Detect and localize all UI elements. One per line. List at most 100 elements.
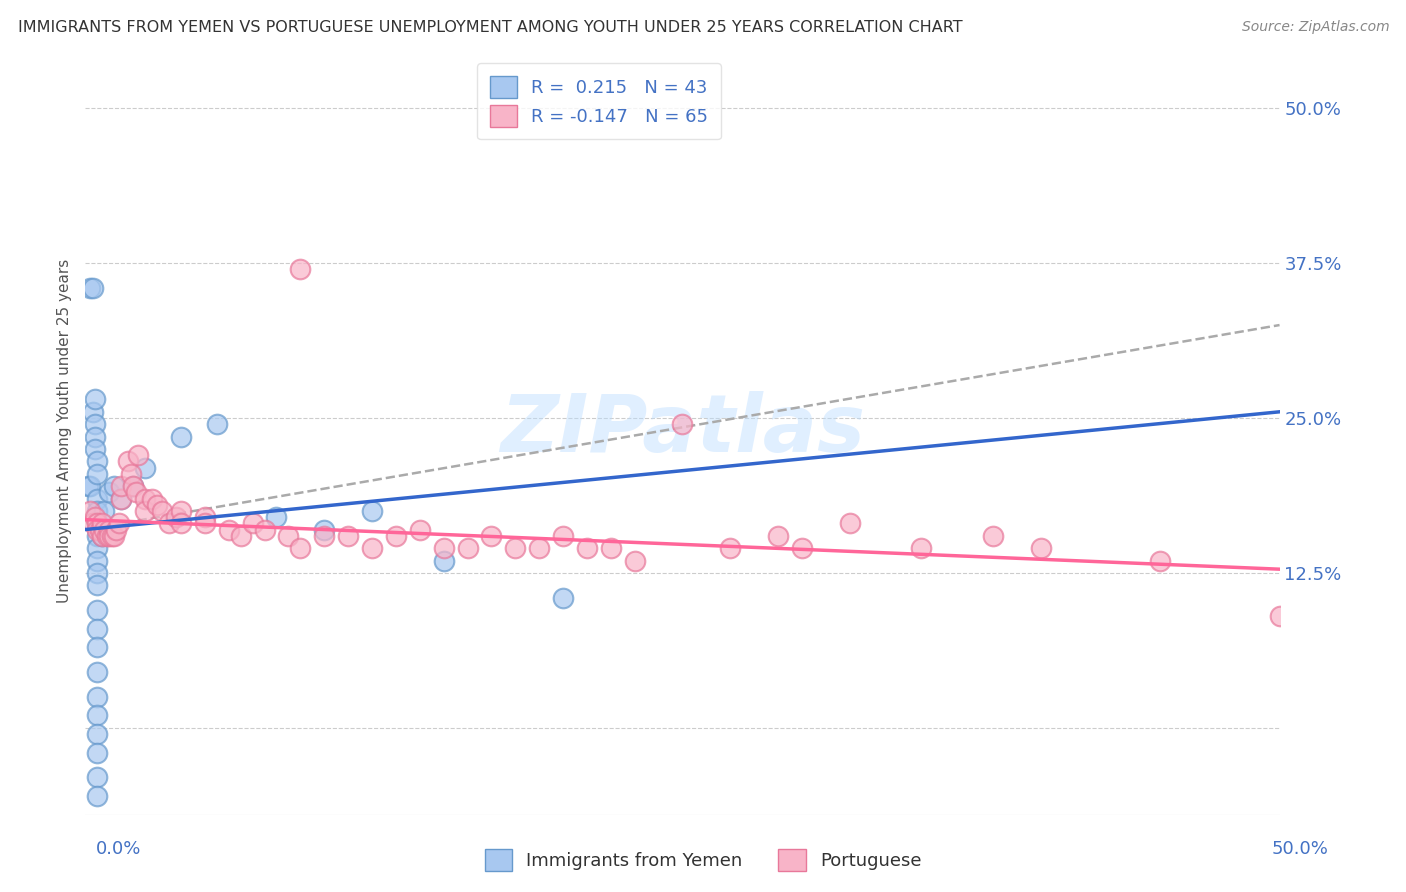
Point — [527, 541, 550, 555]
Point — [79, 281, 101, 295]
Point — [157, 516, 180, 531]
Point — [146, 498, 169, 512]
Point — [86, 578, 108, 592]
Point — [361, 504, 384, 518]
Point — [1029, 541, 1052, 555]
Point — [82, 281, 104, 295]
Point — [337, 529, 360, 543]
Point — [86, 690, 108, 704]
Point — [93, 523, 115, 537]
Point — [266, 510, 288, 524]
Point — [124, 485, 146, 500]
Point — [98, 529, 121, 543]
Point — [86, 491, 108, 506]
Y-axis label: Unemployment Among Youth under 25 years: Unemployment Among Youth under 25 years — [58, 259, 72, 602]
Point — [79, 504, 101, 518]
Text: IMMIGRANTS FROM YEMEN VS PORTUGUESE UNEMPLOYMENT AMONG YOUTH UNDER 25 YEARS CORR: IMMIGRANTS FROM YEMEN VS PORTUGUESE UNEM… — [18, 20, 963, 35]
Point — [91, 529, 114, 543]
Point — [110, 491, 132, 506]
Point — [86, 467, 108, 481]
Point — [134, 504, 156, 518]
Point — [86, 523, 108, 537]
Point — [86, 789, 108, 803]
Point — [84, 442, 107, 456]
Point — [170, 504, 193, 518]
Text: 50.0%: 50.0% — [1272, 840, 1329, 858]
Point — [86, 516, 108, 531]
Legend: R =  0.215   N = 43, R = -0.147   N = 65: R = 0.215 N = 43, R = -0.147 N = 65 — [477, 63, 721, 139]
Point — [433, 541, 456, 555]
Point — [82, 516, 104, 531]
Point — [122, 479, 145, 493]
Point — [86, 771, 108, 785]
Point — [290, 262, 312, 277]
Point — [575, 541, 598, 555]
Point — [98, 523, 121, 537]
Point — [790, 541, 813, 555]
Point — [84, 392, 107, 407]
Point — [84, 429, 107, 443]
Point — [134, 491, 156, 506]
Point — [76, 479, 98, 493]
Point — [79, 479, 101, 493]
Point — [89, 523, 111, 537]
Point — [718, 541, 741, 555]
Point — [838, 516, 860, 531]
Point — [194, 516, 217, 531]
Point — [242, 516, 264, 531]
Point — [122, 479, 145, 493]
Point — [86, 746, 108, 760]
Point — [86, 529, 108, 543]
Point — [86, 541, 108, 555]
Point — [981, 529, 1004, 543]
Point — [170, 516, 193, 531]
Point — [479, 529, 502, 543]
Point — [82, 405, 104, 419]
Point — [86, 640, 108, 655]
Point — [253, 523, 276, 537]
Point — [141, 491, 163, 506]
Point — [671, 417, 693, 432]
Point — [105, 523, 128, 537]
Text: ZIPatlas: ZIPatlas — [501, 392, 865, 469]
Point — [551, 529, 574, 543]
Point — [290, 541, 312, 555]
Point — [108, 516, 131, 531]
Point — [120, 467, 142, 481]
Point — [229, 529, 252, 543]
Point — [86, 454, 108, 468]
Point — [503, 541, 526, 555]
Point — [96, 529, 118, 543]
Point — [385, 529, 408, 543]
Point — [86, 708, 108, 723]
Point — [218, 523, 240, 537]
Point — [766, 529, 789, 543]
Text: 0.0%: 0.0% — [96, 840, 141, 858]
Point — [314, 529, 336, 543]
Point — [117, 454, 139, 468]
Point — [110, 479, 132, 493]
Point — [103, 529, 125, 543]
Point — [170, 429, 193, 443]
Point — [86, 553, 108, 567]
Point — [1149, 553, 1171, 567]
Point — [409, 523, 432, 537]
Point — [457, 541, 479, 555]
Point — [205, 417, 228, 432]
Point — [86, 727, 108, 741]
Legend: Immigrants from Yemen, Portuguese: Immigrants from Yemen, Portuguese — [477, 842, 929, 879]
Point — [84, 417, 107, 432]
Point — [134, 460, 156, 475]
Point — [127, 448, 149, 462]
Point — [84, 510, 107, 524]
Point — [150, 504, 173, 518]
Point — [1268, 609, 1291, 624]
Point — [98, 485, 121, 500]
Point — [86, 603, 108, 617]
Point — [103, 479, 125, 493]
Point — [433, 553, 456, 567]
Point — [314, 523, 336, 537]
Point — [277, 529, 299, 543]
Text: Source: ZipAtlas.com: Source: ZipAtlas.com — [1241, 20, 1389, 34]
Point — [86, 504, 108, 518]
